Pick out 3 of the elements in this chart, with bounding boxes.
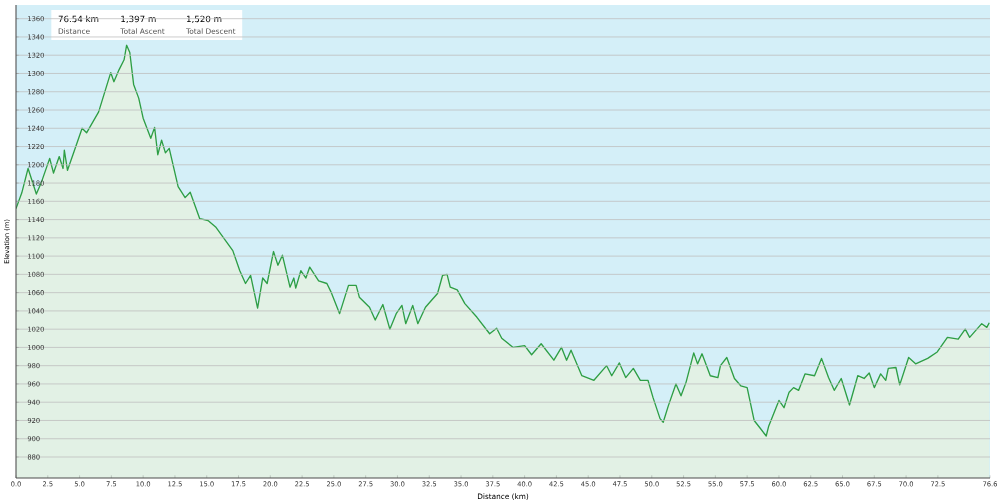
annotation: 76.54 km <box>58 15 99 23</box>
annotation: 1,397 m <box>121 15 156 24</box>
annotation: 1,520 m <box>186 15 222 24</box>
